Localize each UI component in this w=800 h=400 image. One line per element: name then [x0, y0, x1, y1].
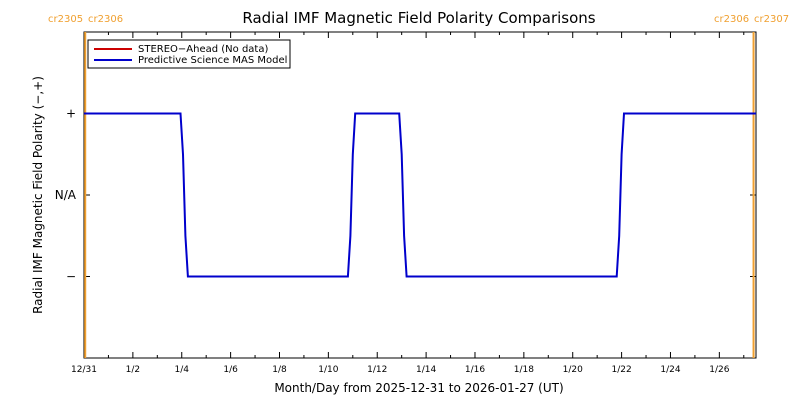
- series-line-1: [84, 112, 756, 278]
- x-tick-label-3: 1/6: [223, 365, 238, 375]
- x-tick-label-10: 1/20: [563, 365, 583, 375]
- marker-right-label-2: cr2307: [754, 14, 789, 25]
- y-tick-label-0: +: [66, 107, 76, 121]
- x-tick-label-0: 12/31: [71, 365, 97, 375]
- chart-title: Radial IMF Magnetic Field Polarity Compa…: [242, 9, 595, 27]
- marker-left-label-2: cr2306: [88, 14, 123, 25]
- x-tick-label-4: 1/8: [272, 365, 287, 375]
- y-tick-label-1: N/A: [55, 188, 77, 202]
- x-tick-label-2: 1/4: [175, 365, 190, 375]
- x-tick-label-6: 1/12: [367, 365, 387, 375]
- x-tick-label-12: 1/24: [660, 365, 680, 375]
- x-tick-label-1: 1/2: [126, 365, 140, 375]
- x-tick-label-11: 1/22: [611, 365, 631, 375]
- x-tick-label-5: 1/10: [318, 365, 338, 375]
- legend-box: [87, 39, 291, 69]
- x-tick-label-9: 1/18: [514, 365, 534, 375]
- marker-right-label-1: cr2306: [714, 14, 749, 25]
- marker-left-label-1: cr2305: [48, 14, 83, 25]
- x-tick-label-13: 1/26: [709, 365, 729, 375]
- x-tick-label-7: 1/14: [416, 365, 436, 375]
- legend-label-mas: Predictive Science MAS Model: [138, 55, 287, 66]
- x-axis-label: Month/Day from 2025-12-31 to 2026-01-27 …: [274, 381, 563, 395]
- legend-label-stereo: STEREO−Ahead (No data): [138, 44, 268, 55]
- series-lines: [84, 112, 756, 278]
- carrington-markers: [84, 32, 755, 358]
- legend: STEREO−Ahead (No data) Predictive Scienc…: [87, 39, 291, 69]
- y-axis-label: Radial IMF Magnetic Field Polarity (−,+): [31, 76, 45, 314]
- y-tick-label-2: −: [66, 270, 76, 284]
- x-tick-label-8: 1/16: [465, 365, 485, 375]
- x-axis-ticks: 12/31 1/2 1/4 1/6 1/8 1/10 1/12 1/14 1/16 1/18 1/2…: [71, 32, 745, 375]
